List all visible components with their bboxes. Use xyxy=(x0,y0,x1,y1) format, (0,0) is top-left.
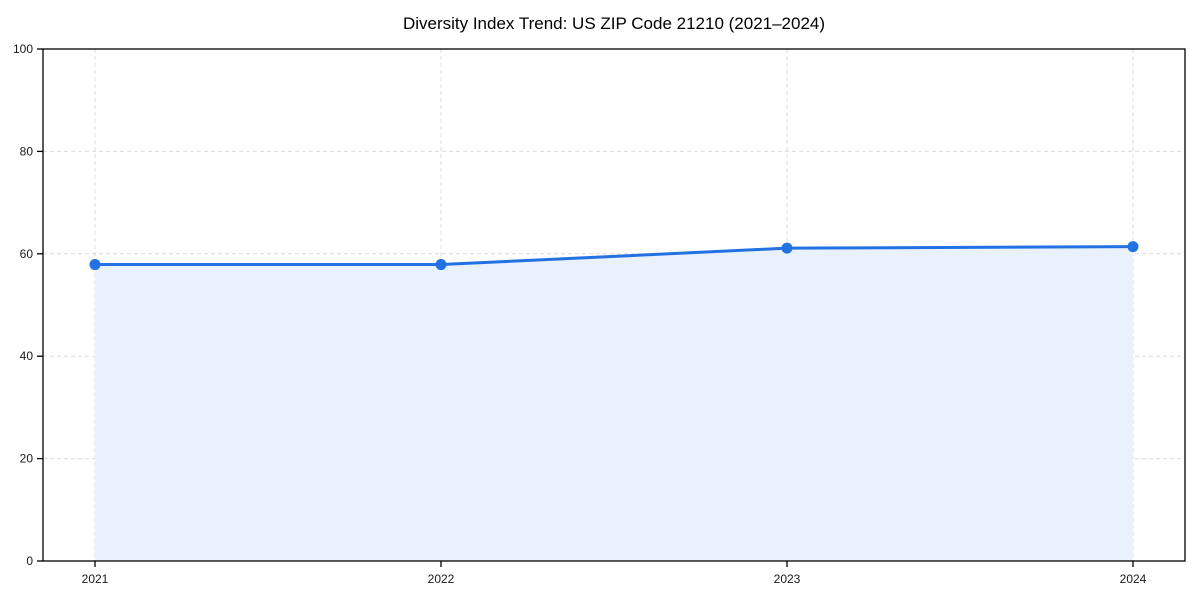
axes-box xyxy=(42,48,1186,562)
y-tick-label: 80 xyxy=(20,144,34,158)
y-tick-label: 60 xyxy=(20,247,34,261)
y-tick-label: 20 xyxy=(20,452,34,466)
chart-title: Diversity Index Trend: US ZIP Code 21210… xyxy=(403,14,825,33)
data-point xyxy=(1127,241,1139,253)
y-tick-label: 40 xyxy=(20,349,34,363)
x-tick-label: 2024 xyxy=(1120,572,1147,586)
data-line xyxy=(93,245,1135,267)
x-axis: 2021 2022 2023 2024 xyxy=(82,561,1147,586)
data-point xyxy=(89,259,101,271)
data-points xyxy=(89,241,1139,271)
area-under-line xyxy=(95,246,1133,561)
x-tick-label: 2023 xyxy=(774,572,801,586)
x-tick-label: 2022 xyxy=(428,572,455,586)
trend-line xyxy=(93,245,1135,267)
plot-border xyxy=(42,48,1186,562)
x-tick-label: 2021 xyxy=(82,572,109,586)
y-axis: 0 20 40 60 80 100 xyxy=(13,42,43,568)
y-tick-label: 0 xyxy=(26,554,33,568)
y-tick-label: 100 xyxy=(13,42,33,56)
data-point xyxy=(781,242,793,254)
data-point xyxy=(435,259,447,271)
area-fill xyxy=(95,246,1133,561)
